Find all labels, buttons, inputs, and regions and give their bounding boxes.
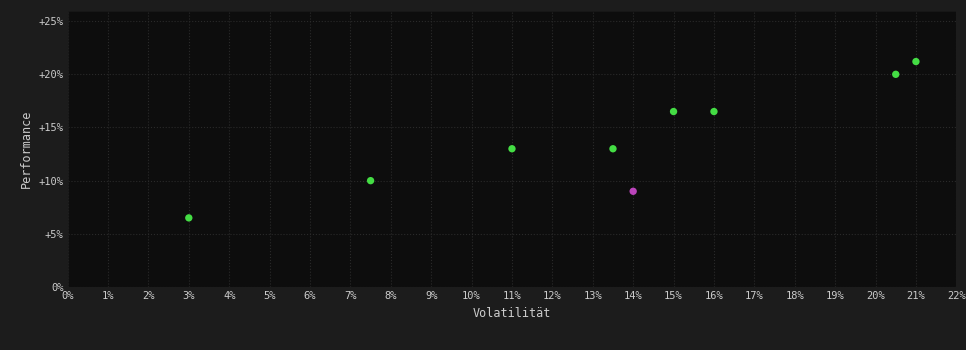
Point [363,178,379,183]
X-axis label: Volatilität: Volatilität [472,307,552,320]
Point [606,146,621,152]
Point [625,189,640,194]
Y-axis label: Performance: Performance [20,110,33,188]
Point [706,109,722,114]
Point [181,215,196,221]
Point [504,146,520,152]
Point [908,59,923,64]
Point [888,71,903,77]
Point [666,109,681,114]
